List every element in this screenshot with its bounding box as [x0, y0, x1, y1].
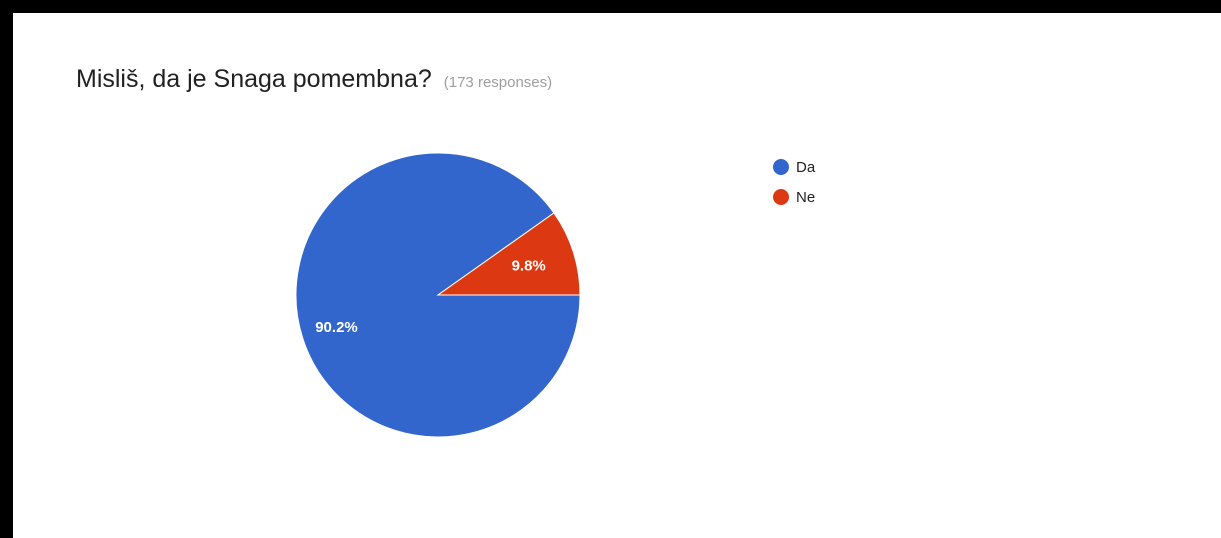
- pie-chart: 90.2% 9.8%: [295, 152, 581, 438]
- pie-label-ne: 9.8%: [512, 258, 546, 275]
- legend-label-da: Da: [796, 158, 816, 176]
- pie-slice-ne[interactable]: [436, 212, 581, 296]
- chart-legend: Da Ne: [773, 152, 815, 212]
- pie-label-da: 90.2%: [315, 319, 358, 336]
- legend-swatch-da: [773, 159, 789, 175]
- legend-item-da[interactable]: Da: [773, 152, 815, 182]
- legend-label-ne: Ne: [796, 188, 816, 206]
- legend-swatch-ne: [773, 189, 789, 205]
- response-count-text: 173 responses: [448, 74, 548, 91]
- pie-slice-da[interactable]: [295, 152, 581, 438]
- pie-slices: [295, 152, 581, 438]
- question-header: Misliš, da je Snaga pomembna? (173 respo…: [76, 65, 552, 94]
- question-title: Misliš, da je Snaga pomembna?: [76, 65, 432, 93]
- pie-labels: 90.2% 9.8%: [315, 258, 546, 336]
- response-count: (173 responses): [443, 74, 553, 91]
- legend-item-ne[interactable]: Ne: [773, 182, 815, 212]
- chart-card: Misliš, da je Snaga pomembna? (173 respo…: [13, 13, 1221, 538]
